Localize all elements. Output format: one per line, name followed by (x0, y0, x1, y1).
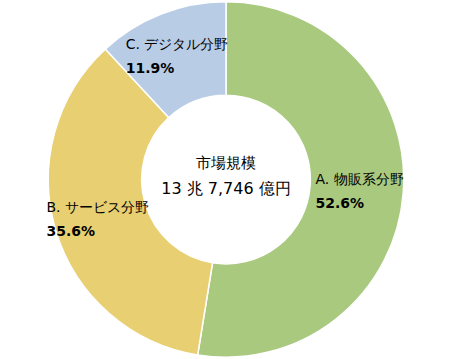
svg-text:A. 物販系分野: A. 物販系分野 (315, 171, 403, 187)
svg-text:13 兆 7,746 億円: 13 兆 7,746 億円 (161, 179, 290, 198)
svg-text:35.6%: 35.6% (46, 223, 95, 239)
svg-text:11.9%: 11.9% (126, 60, 175, 76)
svg-text:52.6%: 52.6% (315, 195, 364, 211)
svg-text:C. デジタル分野: C. デジタル分野 (126, 36, 229, 52)
svg-text:B. サービス分野: B. サービス分野 (46, 199, 149, 215)
svg-text:市場規模: 市場規模 (196, 154, 256, 172)
